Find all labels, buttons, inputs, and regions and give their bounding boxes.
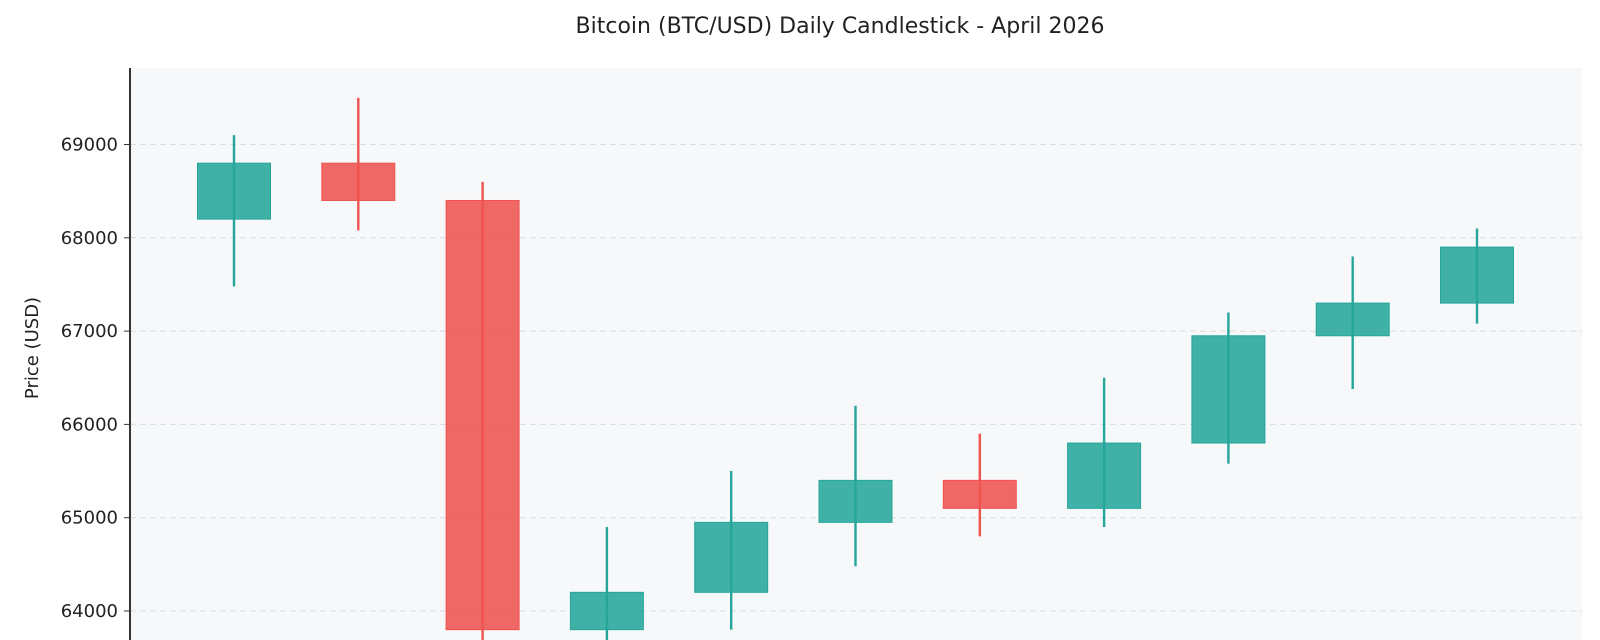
y-tick-label: 65000 bbox=[61, 508, 118, 529]
candle bbox=[1191, 312, 1266, 464]
candle bbox=[1440, 228, 1514, 324]
chart-title: Bitcoin (BTC/USD) Daily Candlestick - Ap… bbox=[575, 14, 1105, 39]
candles bbox=[197, 97, 1514, 640]
candle bbox=[445, 181, 520, 640]
y-tick-label: 69000 bbox=[61, 135, 118, 156]
y-tick-label: 66000 bbox=[61, 414, 118, 435]
candle bbox=[1315, 256, 1390, 389]
y-tick-label: 64000 bbox=[61, 601, 118, 622]
candle bbox=[197, 135, 271, 287]
candle bbox=[942, 433, 1017, 537]
y-tick-labels: 64000 65000 66000 67000 68000 69000 bbox=[61, 135, 118, 623]
candle bbox=[321, 97, 396, 231]
candle bbox=[569, 527, 644, 640]
candle bbox=[818, 405, 893, 567]
y-axis-title: Price (USD) bbox=[22, 297, 43, 399]
y-tick-label: 68000 bbox=[61, 228, 118, 249]
candle bbox=[1067, 377, 1142, 528]
y-tick-label: 67000 bbox=[61, 321, 118, 342]
candle bbox=[694, 471, 769, 630]
